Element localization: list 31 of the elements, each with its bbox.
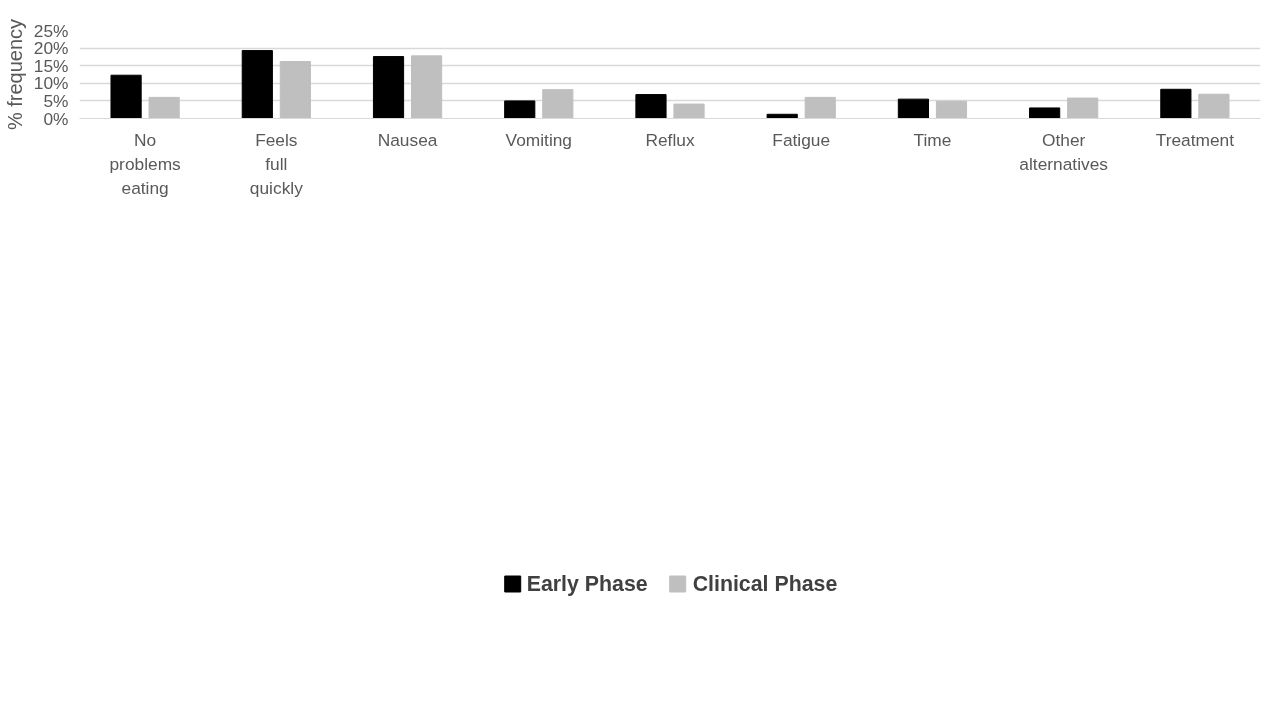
bar: [1160, 88, 1192, 119]
bar: [935, 100, 968, 119]
bar: [148, 96, 180, 119]
x-tick-label: Time: [913, 129, 952, 150]
x-tick-label: No problems eating: [109, 129, 182, 198]
bar: [1029, 107, 1061, 119]
y-tick-label: 0%: [43, 108, 69, 129]
bar: [635, 94, 667, 119]
bar: [504, 100, 536, 119]
bar: [804, 96, 836, 119]
legend-label: Clinical Phase: [692, 571, 838, 597]
legend-label: Early Phase: [526, 571, 648, 597]
x-tick-label: Nausea: [377, 129, 438, 150]
bar: [1198, 93, 1230, 119]
bar: [110, 74, 142, 119]
bar: [279, 60, 311, 119]
x-tick-label: Other alternatives: [1019, 129, 1109, 174]
x-tick-label: Reflux: [645, 129, 695, 150]
y-tick-label: 25%: [33, 20, 69, 41]
bar: [410, 55, 443, 119]
y-axis-title: % frequency: [3, 18, 26, 131]
bar: [542, 89, 574, 119]
bar: [372, 56, 405, 119]
x-tick-label: Vomiting: [505, 129, 573, 150]
bar: [897, 98, 930, 119]
x-tick-label: Fatigue: [772, 129, 831, 150]
x-tick-label: Feels full quickly: [249, 129, 304, 198]
x-tick-label: Treatment: [1155, 129, 1235, 150]
bar: [1067, 97, 1099, 119]
bar: [241, 50, 273, 119]
bar: [673, 103, 705, 119]
